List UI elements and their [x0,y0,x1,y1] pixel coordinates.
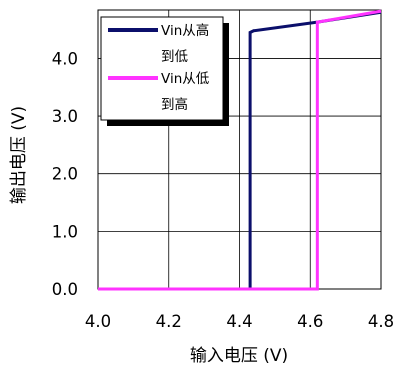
x-axis-label: 输入电压 (V) [190,346,288,366]
x-tick-label: 4.4 [226,312,252,331]
y-tick-label: 2.0 [52,165,78,184]
legend-label-vin-low-to-high-line1: Vin从低 [161,71,210,87]
legend: Vin从高 到低 Vin从低 到高 [100,16,229,126]
y-tick-label: 4.0 [52,49,78,68]
x-tick-label: 4.2 [156,312,182,331]
y-tick-label: 1.0 [52,222,78,241]
legend-box [100,16,224,121]
x-tick-labels: 4.0 4.2 4.4 4.6 4.8 [85,312,394,331]
y-tick-label: 3.0 [52,107,78,126]
x-tick-label: 4.6 [297,312,323,331]
x-tick-label: 4.8 [368,312,394,331]
x-tick-label: 4.0 [85,312,111,331]
y-tick-label: 0.0 [52,280,78,299]
y-axis-label: 输出电压 (V) [9,106,29,204]
legend-label-vin-high-to-low-line2: 到低 [161,49,188,65]
legend-label-vin-low-to-high-line2: 到高 [161,96,188,113]
y-tick-labels: 0.0 1.0 2.0 3.0 4.0 [52,49,78,299]
series-line-vin-low-to-high [98,9,382,291]
series-lines [98,9,382,291]
legend-label-vin-high-to-low-line1: Vin从高 [161,22,209,39]
